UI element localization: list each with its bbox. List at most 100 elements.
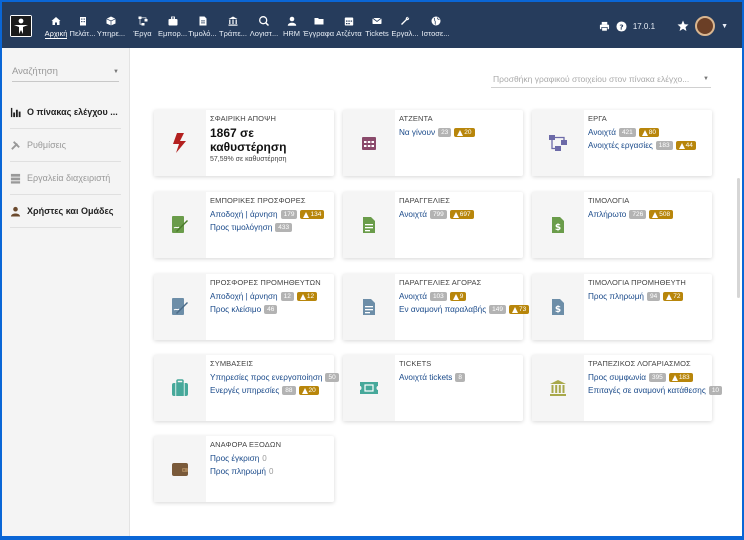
late-count: 12 <box>306 293 315 300</box>
project-icon <box>138 16 147 26</box>
menu-item-1[interactable]: Πελάτ... <box>70 2 95 48</box>
chevron-down-icon[interactable]: ▼ <box>721 22 728 30</box>
sidebar-item-label: Ρυθμίσεις <box>27 140 67 150</box>
card-row[interactable]: Ανοιχτά 103 9 <box>399 290 519 303</box>
warning-icon <box>301 387 308 394</box>
card-row[interactable]: Προς τιμολόγηση 433 <box>210 221 330 234</box>
late-badge: 183 <box>668 373 693 382</box>
card-supplier-invoices[interactable]: $ ΤΙΜΟΛΟΓΙΑ ΠΡΟΜΗΘΕΥΤΗ Προς πληρωμή 94 72 <box>532 274 712 340</box>
menu-item-10[interactable]: Ατζέντα <box>334 2 364 48</box>
card-row[interactable]: Επιταγές σε αναμονή κατάθεσης 10 <box>588 384 723 397</box>
row-count: 0 <box>268 467 274 476</box>
card-overview[interactable]: ΣΦΑΙΡΙΚΗ ΑΠΟΨΗ 1867 σε καθυστέρηση 57,59… <box>154 110 334 176</box>
top-right-tools: ? 17.0.1 ▼ <box>599 16 728 36</box>
sidebar-item-admin-tools[interactable]: Εργαλεία διαχειριστή <box>10 162 121 195</box>
menu-item-label: Τράπε... <box>219 29 247 38</box>
menu-item-label: Ιστοσε... <box>421 29 450 38</box>
printer-icon[interactable] <box>599 21 610 32</box>
left-sidebar: Αναζήτηση ▼ Ο πίνακας ελέγχου ... Ρυθμίσ… <box>2 48 130 536</box>
user-avatar[interactable] <box>695 16 716 36</box>
card-proposals[interactable]: ΕΜΠΟΡΙΚΕΣ ΠΡΟΣΦΟΡΕΣ Αποδοχή | άρνηση 179 1… <box>154 192 334 258</box>
card-supplier-proposals[interactable]: ΠΡΟΣΦΟΡΕΣ ΠΡΟΜΗΘΕΥΤΩΝ Αποδοχή | άρνηση 12… <box>154 274 334 340</box>
menu-item-13[interactable]: Ιστοσε... <box>420 2 451 48</box>
file-signature-icon <box>172 216 188 233</box>
calendar-icon <box>362 137 376 150</box>
card-invoices[interactable]: $ ΤΙΜΟΛΟΓΙΑ Απλήρωτο 726 508 <box>532 192 712 258</box>
card-row[interactable]: Προς κλείσιμο 46 <box>210 303 330 316</box>
card-rows: Ανοιχτά tickets 8 <box>399 371 519 384</box>
help-icon[interactable]: ? <box>616 20 627 32</box>
card-row[interactable]: Αποδοχή | άρνηση 12 12 <box>210 290 330 303</box>
card-agenda[interactable]: ΑΤΖΕΝΤΑ Να γίνουν 23 20 <box>343 110 523 176</box>
card-row[interactable]: Να γίνουν 23 20 <box>399 126 519 139</box>
card-tickets[interactable]: TICKETS Ανοιχτά tickets 8 <box>343 355 523 421</box>
late-count: 20 <box>308 387 316 394</box>
menu-item-8[interactable]: HRM <box>280 2 303 48</box>
logo-icon <box>11 16 31 36</box>
sidebar-item-dashboard[interactable]: Ο πίνακας ελέγχου ... <box>10 96 121 129</box>
card-row[interactable]: Προς πληρωμή 94 72 <box>588 290 708 303</box>
count-badge: 149 <box>489 305 507 314</box>
search-dollar-icon <box>259 16 269 26</box>
bar-chart-icon <box>10 107 21 117</box>
card-orders[interactable]: ΠΑΡΑΓΓΕΛΙΕΣ Ανοιχτά 799 697 <box>343 192 523 258</box>
late-badge: 12 <box>296 292 318 301</box>
suitcase-icon <box>172 379 188 396</box>
card-title: ΣΥΜΒΑΣΕΙΣ <box>210 359 254 368</box>
top-menu-bar: Αρχική Πελάτ... Υπηρε... Έργα Εμπορ... Τιμολό… <box>2 2 742 48</box>
late-badge: 9 <box>449 292 467 301</box>
sidebar-search-select[interactable]: Αναζήτηση ▼ <box>12 62 119 82</box>
app-logo[interactable] <box>10 15 32 37</box>
card-projects[interactable]: ΕΡΓΑ Ανοιχτά 421 80 Ανοιχτές εργασίες 183 44 <box>532 110 712 176</box>
menu-item-7[interactable]: Λογιστ... <box>248 2 280 48</box>
card-row[interactable]: Ανοιχτές εργασίες 183 44 <box>588 139 708 152</box>
card-row[interactable]: Υπηρεσίες προς ενεργοποίηση 50 <box>210 371 339 384</box>
star-icon[interactable] <box>677 20 689 32</box>
sidebar-item-users-groups[interactable]: Χρήστες και Ομάδες <box>10 195 121 228</box>
menu-item-9[interactable]: Έγγραφα <box>303 2 334 48</box>
page-scrollbar[interactable] <box>737 178 740 298</box>
card-row[interactable]: Προς έγκριση 0 <box>210 452 330 465</box>
card-row[interactable]: Ανοιχτά tickets 8 <box>399 371 519 384</box>
late-badge: 20 <box>454 128 475 137</box>
menu-item-3[interactable]: Έργα <box>127 2 158 48</box>
card-row[interactable]: Εν αναμονή παραλαβής 149 73 <box>399 303 530 316</box>
row-label: Ενεργές υπηρεσίες <box>210 386 280 395</box>
count-badge: 433 <box>275 223 293 232</box>
menu-item-6[interactable]: Τράπε... <box>218 2 248 48</box>
menu-item-2[interactable]: Υπηρε... <box>95 2 127 48</box>
row-label: Απλήρωτο <box>588 210 627 219</box>
card-expense-reports[interactable]: ΑΝΑΦΟΡΑ ΕΞΟΔΩΝ Προς έγκριση 0 Προς πληρωμή… <box>154 436 334 502</box>
card-row[interactable]: Αποδοχή | άρνηση 179 134 <box>210 208 330 221</box>
card-contracts[interactable]: ΣΥΜΒΑΣΕΙΣ Υπηρεσίες προς ενεργοποίηση 50 Ε… <box>154 355 339 421</box>
user-icon <box>10 206 21 217</box>
watermark-text: lovefortechnology.net <box>561 517 728 534</box>
card-row[interactable]: Απλήρωτο 726 508 <box>588 208 708 221</box>
card-row[interactable]: Ενεργές υπηρεσίες 88 20 <box>210 384 330 397</box>
sidebar-item-settings[interactable]: Ρυθμίσεις <box>10 129 121 162</box>
sidebar-item-label: Εργαλεία διαχειριστή <box>27 173 111 183</box>
count-badge: 10 <box>708 386 723 395</box>
card-row[interactable]: Ανοιχτά 421 80 <box>588 126 708 139</box>
card-rows: Να γίνουν 23 20 <box>399 126 519 139</box>
add-widget-select[interactable]: Προσθήκη γραφικού στοιχείου στον πίνακα … <box>491 70 711 88</box>
card-rows: Υπηρεσίες προς ενεργοποίηση 50 Ενεργές υπη… <box>210 371 339 397</box>
menu-item-0[interactable]: Αρχική <box>42 2 70 48</box>
menu-item-4[interactable]: Εμπορ... <box>158 2 187 48</box>
menu-item-12[interactable]: Εργαλ... <box>390 2 420 48</box>
card-title: ΤΙΜΟΛΟΓΙΑ <box>588 196 630 205</box>
folder-icon <box>314 18 323 25</box>
card-purchase-orders[interactable]: ΠΑΡΑΓΓΕΛΙΕΣ ΑΓΟΡΑΣ Ανοιχτά 103 9 Εν αναμονή… <box>343 274 530 340</box>
invoice-icon <box>199 16 206 26</box>
count-badge: 94 <box>646 292 661 301</box>
menu-item-5[interactable]: Τιμολό... <box>187 2 218 48</box>
card-row[interactable]: Προς πληρωμή 0 <box>210 465 330 478</box>
card-row[interactable]: Προς συμφωνία 395 183 <box>588 371 708 384</box>
row-label: Αποδοχή | άρνηση <box>210 292 278 301</box>
card-bank-account[interactable]: ΤΡΑΠΕΖΙΚΟΣ ΛΟΓΑΡΙΑΣΜΟΣ Προς συμφωνία 395 1… <box>532 355 723 421</box>
row-label: Αποδοχή | άρνηση <box>210 210 278 219</box>
card-row[interactable]: Ανοιχτά 799 697 <box>399 208 519 221</box>
row-label: Ανοιχτά tickets <box>399 373 453 382</box>
menu-item-11[interactable]: Tickets <box>364 2 390 48</box>
card-rows: Προς έγκριση 0 Προς πληρωμή 0 <box>210 452 330 478</box>
